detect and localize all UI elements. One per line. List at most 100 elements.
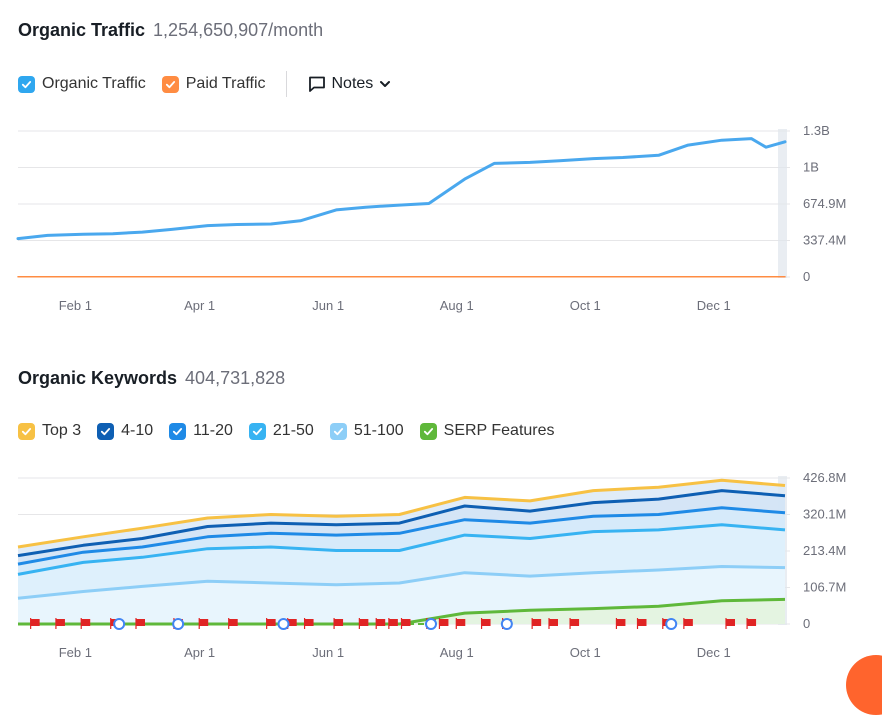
legend-21-50[interactable]: 21-50 bbox=[248, 422, 314, 440]
google-update-icon bbox=[113, 618, 126, 630]
notes-button[interactable]: Notes bbox=[307, 74, 393, 94]
event-flag-icon bbox=[304, 619, 314, 626]
organic-keywords-title: Organic Keywords bbox=[18, 368, 178, 388]
checkbox-checked-icon[interactable] bbox=[161, 75, 179, 93]
organic-keywords-legend: Top 3 4-10 11-20 21-50 51-100 SERP Featu… bbox=[18, 419, 571, 443]
checkbox-checked-icon[interactable] bbox=[419, 422, 437, 440]
google-update-icon bbox=[277, 618, 290, 630]
x-tick-label: Feb 1 bbox=[59, 298, 92, 313]
event-flag-icon bbox=[388, 619, 398, 626]
notes-label: Notes bbox=[331, 75, 374, 92]
series-line-top-3 bbox=[17, 478, 786, 549]
organic-traffic-title: Organic Traffic bbox=[18, 20, 146, 40]
y-tick-label: 0 bbox=[803, 616, 810, 631]
x-tick-label: Dec 1 bbox=[697, 645, 731, 660]
event-flag-icon bbox=[439, 619, 449, 626]
legend-divider bbox=[285, 71, 287, 97]
legend-label: Paid Traffic bbox=[185, 75, 266, 92]
date-range-handle bbox=[778, 129, 787, 278]
x-tick-label: Feb 1 bbox=[59, 645, 92, 660]
chevron-down-icon bbox=[380, 81, 391, 87]
event-flag-icon bbox=[747, 619, 757, 626]
event-flag-icon bbox=[136, 619, 145, 626]
legend-label: Top 3 bbox=[42, 422, 82, 439]
y-tick-label: 213.4M bbox=[803, 543, 846, 558]
x-tick-label: Apr 1 bbox=[184, 645, 215, 660]
legend-label: SERP Features bbox=[443, 422, 555, 439]
legend-label: 4-10 bbox=[121, 422, 154, 439]
organic-traffic-chart: 0 337.4M 674.9M 1B 1.3B Feb 1 Apr 1 Jun 1 Aug 1 O… bbox=[16, 123, 846, 313]
y-tick-label: 674.9M bbox=[803, 196, 846, 211]
y-tick-label: 320.1M bbox=[803, 507, 846, 522]
legend-paid-traffic[interactable]: Paid Traffic bbox=[161, 75, 266, 93]
event-flag-icon bbox=[637, 619, 647, 626]
x-tick-label: Apr 1 bbox=[184, 298, 215, 313]
y-tick-label: 1.3B bbox=[803, 123, 830, 138]
x-tick-label: Jun 1 bbox=[312, 298, 344, 313]
y-tick-label: 1B bbox=[803, 160, 819, 175]
organic-keywords-value: 404,731,828 bbox=[185, 368, 286, 388]
y-tick-label: 0 bbox=[803, 269, 810, 284]
event-flag-icon bbox=[570, 619, 580, 626]
x-tick-label: Aug 1 bbox=[440, 298, 474, 313]
x-tick-label: Oct 1 bbox=[570, 298, 601, 313]
x-tick-label: Oct 1 bbox=[570, 645, 601, 660]
google-update-icon bbox=[500, 618, 513, 630]
legend-top-3[interactable]: Top 3 bbox=[18, 422, 81, 440]
event-flag-icon bbox=[199, 619, 209, 626]
series-area-serp-features bbox=[18, 599, 785, 624]
y-tick-label: 426.8M bbox=[803, 470, 846, 485]
y-tick-label: 337.4M bbox=[803, 233, 846, 248]
google-update-icon bbox=[425, 618, 437, 630]
organic-keywords-chart: 0 106.7M 213.4M 320.1M 426.8M Feb 1 Apr 1 Jun 1… bbox=[17, 470, 846, 660]
event-flag-icon bbox=[726, 619, 735, 626]
series-line-21-50 bbox=[17, 523, 786, 576]
event-flag-icon bbox=[481, 619, 491, 626]
legend-51-100[interactable]: 51-100 bbox=[329, 422, 404, 440]
legend-11-20[interactable]: 11-20 bbox=[169, 422, 233, 440]
event-flag-icon bbox=[30, 619, 40, 626]
series-line-4-10 bbox=[17, 489, 786, 558]
checkbox-checked-icon[interactable] bbox=[18, 75, 35, 93]
organic-traffic-legend: Organic Traffic Paid Traffic Notes bbox=[18, 71, 393, 97]
event-flag-icon bbox=[376, 619, 386, 626]
legend-label: 11-20 bbox=[193, 422, 233, 439]
series-line-11-20 bbox=[17, 506, 786, 566]
event-flag-icon bbox=[359, 619, 369, 626]
event-flag-icon bbox=[81, 619, 91, 626]
checkbox-checked-icon[interactable] bbox=[97, 422, 115, 440]
series-line-organic-traffic bbox=[16, 137, 787, 241]
organic-traffic-title-row: Organic Traffic 1,254,650,907/month bbox=[18, 20, 323, 41]
event-flag-icon bbox=[456, 619, 466, 626]
y-tick-label: 106.7M bbox=[803, 580, 846, 595]
event-flag-icon bbox=[287, 619, 297, 626]
checkbox-checked-icon[interactable] bbox=[329, 422, 347, 440]
x-tick-label: Aug 1 bbox=[440, 645, 474, 660]
checkbox-checked-icon[interactable] bbox=[248, 422, 266, 440]
checkbox-checked-icon[interactable] bbox=[169, 422, 187, 440]
legend-4-10[interactable]: 4-10 bbox=[97, 422, 153, 440]
event-flag-icon bbox=[549, 619, 558, 626]
google-update-icon bbox=[172, 618, 185, 630]
organic-keywords-title-row: Organic Keywords 404,731,828 bbox=[18, 368, 285, 389]
x-tick-label: Jun 1 bbox=[312, 645, 344, 660]
google-update-icon bbox=[665, 618, 678, 630]
event-flag-icon bbox=[334, 619, 344, 626]
event-flag-icon bbox=[55, 619, 65, 626]
event-flag-icon bbox=[401, 619, 411, 626]
legend-label: 21-50 bbox=[272, 422, 314, 439]
legend-serp-features[interactable]: SERP Features bbox=[419, 422, 555, 440]
series-line-51-100 bbox=[17, 565, 786, 600]
event-flag-icon bbox=[532, 619, 542, 626]
event-flag-icon bbox=[266, 619, 276, 626]
comment-icon bbox=[308, 76, 325, 92]
legend-label: Organic Traffic bbox=[42, 75, 146, 92]
organic-traffic-value: 1,254,650,907/month bbox=[153, 20, 324, 40]
event-flag-icon bbox=[228, 619, 238, 626]
event-flag-icon bbox=[616, 619, 626, 626]
checkbox-checked-icon[interactable] bbox=[18, 422, 35, 440]
legend-organic-traffic[interactable]: Organic Traffic bbox=[18, 75, 146, 93]
legend-label: 51-100 bbox=[353, 422, 404, 439]
event-flag-icon bbox=[683, 619, 693, 626]
x-tick-label: Dec 1 bbox=[697, 298, 731, 313]
